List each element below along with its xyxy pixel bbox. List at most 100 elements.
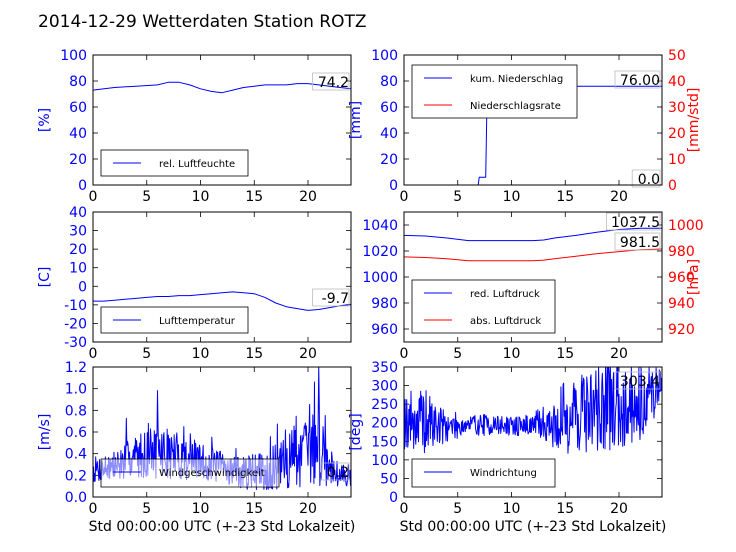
y-tick-label: 100 — [60, 48, 87, 64]
series-line-humidity-0 — [93, 81, 351, 94]
y-tick-label: 300 — [371, 379, 398, 395]
x-tick-label: 0 — [89, 346, 98, 362]
y-tick-label: 80 — [380, 74, 398, 90]
value-label: 74.2 — [318, 75, 349, 91]
value-label: 76.00 — [620, 73, 660, 89]
legend: Windgeschwindigkeit — [100, 458, 280, 488]
value-box — [605, 212, 661, 231]
y-tick-label: 0.6 — [65, 425, 87, 441]
y-axis-label: [%] — [37, 108, 53, 132]
value-box — [320, 462, 350, 481]
y-tick-label: 80 — [69, 74, 87, 90]
x-axis-label: Std 00:00:00 UTC (+-23 Std Lokalzeit) — [89, 519, 356, 535]
value-annotation: 303.4 — [614, 371, 661, 390]
y-tick-label: 0.4 — [65, 447, 87, 463]
y-tick-label: 40 — [380, 126, 398, 142]
x-tick-label: 15 — [556, 346, 574, 362]
x-tick-label: 10 — [503, 189, 521, 205]
y-tick-label: 20 — [69, 152, 87, 168]
axes-frame — [92, 366, 352, 498]
value-box — [631, 169, 661, 188]
y-tick-label-right: 40 — [668, 74, 686, 90]
x-tick-label: 15 — [556, 501, 574, 517]
x-tick-label: 20 — [299, 189, 317, 205]
y-tick-label-right: 1000 — [668, 218, 704, 234]
y-axis-label: [m/s] — [37, 414, 53, 451]
value-box — [312, 288, 350, 307]
legend-frame — [411, 64, 578, 119]
y-tick-label: 1.0 — [65, 382, 87, 398]
x-tick-label: 0 — [400, 346, 409, 362]
axes-frame — [92, 54, 352, 186]
value-label: 0.0 — [638, 172, 660, 188]
x-tick-label: 0 — [89, 501, 98, 517]
y-tick-label: 10 — [69, 261, 87, 277]
x-tick-label: 0 — [400, 501, 409, 517]
y-tick-label: 0 — [78, 279, 87, 295]
y-tick-label: 50 — [380, 471, 398, 487]
x-tick-label: 5 — [142, 346, 151, 362]
value-annotation: 0.0 — [631, 169, 661, 188]
y-tick-label: 60 — [69, 100, 87, 116]
legend: Windrichtung — [411, 458, 556, 488]
y-tick-label-right: 30 — [668, 100, 686, 116]
legend: rel. Luftfeuchte — [100, 149, 249, 177]
y-tick-label: -20 — [64, 316, 87, 332]
y-tick-label-right: 940 — [668, 296, 695, 312]
axes-frame — [403, 211, 663, 343]
legend-label: Windgeschwindigkeit — [159, 468, 265, 479]
x-tick-label: 5 — [453, 501, 462, 517]
y-tick-label: 1020 — [362, 244, 398, 260]
x-tick-label: 5 — [453, 189, 462, 205]
panel-wind-speed: 0 5 10 15 20 0.0 0.2 0.4 0.6 0.8 1.0 1.2 [m/s] Std 00… — [37, 360, 355, 535]
plot-area — [93, 81, 351, 94]
y-tick-label: 100 — [371, 48, 398, 64]
value-box — [614, 371, 661, 390]
legend-label: Lufttemperatur — [159, 316, 236, 327]
y-tick-label: 200 — [371, 416, 398, 432]
plot-area — [93, 291, 351, 311]
x-tick-label: 5 — [142, 501, 151, 517]
y-tick-label: 100 — [371, 453, 398, 469]
axes-frame — [92, 211, 352, 343]
figure-title: 2014-12-29 Wetterdaten Station ROTZ — [38, 12, 367, 32]
legend-label: Windrichtung — [470, 468, 537, 479]
value-box — [614, 70, 661, 89]
value-label: 1037.5 — [611, 215, 660, 231]
series-line-temperature-0 — [93, 291, 351, 311]
panel-pressure: 0 5 10 15 20 960 980 1000 1020 1040 920 940 960 980 10… — [362, 211, 704, 362]
value-label: 981.5 — [620, 235, 660, 251]
plot-area — [404, 367, 662, 454]
axes-frame — [403, 366, 663, 498]
y-tick-label-right: 20 — [668, 126, 686, 142]
series-line-wind-direction-0 — [404, 367, 662, 454]
value-label: 0.2 — [327, 465, 349, 481]
x-tick-label: 15 — [245, 501, 263, 517]
y-tick-label: 0 — [389, 178, 398, 194]
panel-precip: 0 5 10 15 20 0 20 40 60 80 100 0 10 20 30 40 50 [mm/std] [… — [348, 48, 702, 205]
value-annotation: 981.5 — [614, 232, 661, 251]
legend: kum. Niederschlag Niederschlagsrate — [411, 64, 578, 119]
x-tick-label: 10 — [503, 346, 521, 362]
y-tick-label-right: 50 — [668, 48, 686, 64]
legend-label: abs. Luftdruck — [470, 316, 541, 327]
x-tick-label: 0 — [400, 189, 409, 205]
x-tick-label: 20 — [610, 346, 628, 362]
legend-label: red. Luftdruck — [470, 289, 540, 300]
legend: Lufttemperatur — [100, 306, 249, 334]
legend: red. Luftdruck abs. Luftdruck — [411, 279, 556, 334]
y-tick-label: 20 — [380, 152, 398, 168]
x-tick-label: 20 — [299, 501, 317, 517]
value-box — [312, 72, 350, 91]
legend-label: Niederschlagsrate — [470, 101, 561, 112]
legend-frame — [100, 458, 280, 488]
y-tick-label: 1040 — [362, 218, 398, 234]
y-tick-label-right: 0 — [668, 178, 677, 194]
x-tick-label: 15 — [556, 189, 574, 205]
legend-label: kum. Niederschlag — [470, 74, 563, 85]
y-axis-label: [deg] — [348, 413, 364, 450]
y-tick-label-right: 980 — [668, 244, 695, 260]
